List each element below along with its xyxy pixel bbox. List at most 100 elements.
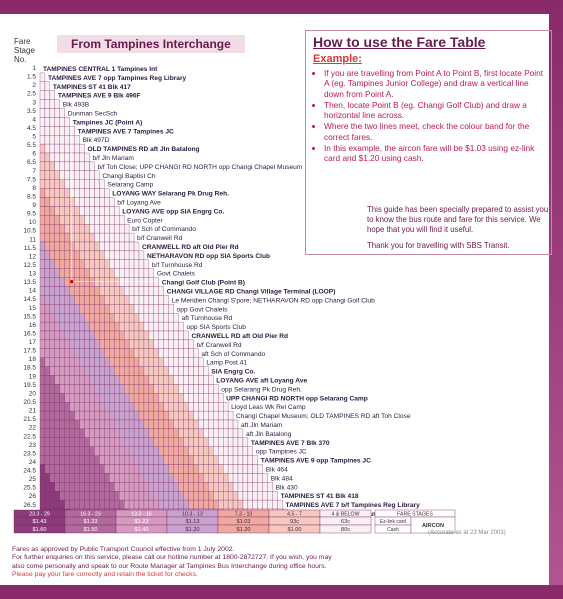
fare-cell [188,375,194,385]
fare-cell [232,428,239,438]
fare-cell [128,499,135,510]
fare-cell [49,197,56,207]
fare-cell [49,117,56,127]
fare-cell [143,259,150,269]
fare-cell [119,348,125,358]
fare-cell [114,224,120,234]
fare-cell [213,437,219,447]
fare-cell [133,277,140,287]
fare-cell [39,366,46,376]
fare-cell [133,402,140,412]
fare-cell [183,482,189,492]
fare-cell [188,455,194,465]
fare-cell [64,375,70,385]
fare-cell [49,206,56,216]
fare-cell [158,295,164,305]
fare-cell [119,215,125,225]
fare-cell [153,455,159,465]
fare-cell [227,446,234,456]
fare-cell [188,428,194,438]
fare-cell [39,357,46,367]
stage-number: 24.5 [23,468,36,475]
fare-cell [49,455,56,465]
fare-cell [168,304,174,314]
fare-cell [109,446,115,456]
fare-cell [237,464,244,474]
fare-cell [153,304,159,314]
fare-cell [104,384,110,394]
fare-cell [203,464,209,474]
fare-cell [188,393,194,403]
fare-cell [168,464,174,474]
fare-cell [124,419,130,430]
fare-cell [49,99,56,109]
fare-cell [94,215,100,225]
fare-cell [128,402,135,412]
fare-cell [49,348,56,358]
fare-cell [128,428,135,438]
fare-cell [54,170,60,180]
fare-cell [124,473,130,483]
fare-cell [168,321,174,332]
fare-cell [173,464,179,474]
fare-cell [104,313,110,323]
fare-cell [104,277,110,287]
stop-label: b/f Sch of Commando [132,226,196,233]
fare-cell [188,499,194,510]
fare-cell [173,455,179,465]
stage-number: 20.5 [23,399,36,406]
fare-cell [143,321,150,332]
fare-cell [39,499,46,510]
fare-cell [218,491,224,501]
fare-cell [143,455,150,465]
fare-cell [109,259,115,269]
fare-cell [143,402,150,412]
fare-cell [74,232,80,243]
fare-cell [188,339,194,349]
fare-cell [173,313,179,323]
fare-cell [163,357,169,367]
fare-cell [242,491,249,501]
fare-cell [99,286,105,296]
fare-cell [94,384,100,394]
fare-cell [148,464,154,474]
fare-cell [227,473,234,483]
fare-cell [227,499,234,510]
fare-cell [158,339,164,349]
how-to-steps: If you are travelling from Point A to Po… [308,68,545,164]
fare-cell [49,482,56,492]
fare-cell [99,384,105,394]
stop-label: aft Jln Batalong [246,431,292,438]
fare-cell [163,419,169,430]
fare-cell [198,437,204,447]
stage-number: 10 [29,219,37,226]
fare-cell [54,268,60,278]
stop-label: opp Selarang Pk Drug Reh. [221,386,302,393]
fare-cell [163,499,169,510]
fare-cell [79,375,85,385]
fare-cell [114,232,120,243]
fare-cell [133,437,140,447]
fare-cell [99,482,105,492]
fare-cell [84,473,90,483]
fare-cell [39,384,46,394]
fare-cell [69,197,75,207]
footer-notes: Fares as approved by Public Transport Co… [12,546,542,579]
fare-cell [109,419,115,430]
fare-cell [143,473,150,483]
fare-cell [183,393,189,403]
fare-cell [54,99,60,109]
fare-cell [232,482,239,492]
fare-cell [79,393,85,403]
fare-cell [79,366,85,376]
fare-cell [79,179,85,189]
stop-label: Changi Chapel Museum; OLD TAMPINES RD af… [236,413,411,420]
fare-cell [114,321,120,332]
fare-cell [173,410,179,421]
fare-cell [178,375,184,385]
stop-label: b/f Cranwell Rd [196,342,241,349]
fare-cell [153,375,159,385]
fare-cell [79,330,85,341]
fare-cell [208,375,214,385]
